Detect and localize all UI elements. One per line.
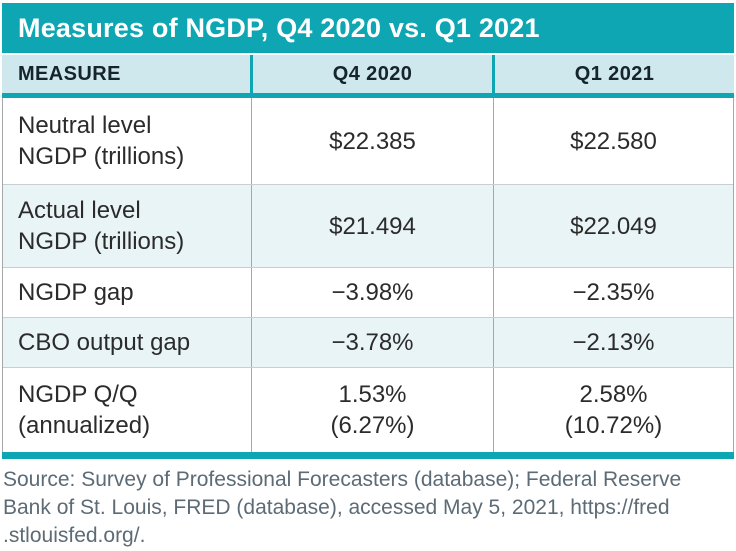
q4-2020-value: $21.494 <box>251 185 493 267</box>
source-note-line-2: Bank of St. Louis, FRED (database), acce… <box>3 496 670 519</box>
q4-2020-value: $22.385 <box>251 98 493 184</box>
q1-2021-value: −2.35% <box>493 268 733 317</box>
q1-2021-value-annualized: (10.72%) <box>564 412 663 439</box>
q1-2021-value: 2.58% (10.72%) <box>493 368 733 452</box>
q4-2020-value: −3.78% <box>251 318 493 367</box>
measure-label: NGDP Q/Q (annualized) <box>18 381 151 439</box>
q4-2020-value: −3.98% <box>251 268 493 317</box>
source-note-line-3: .stlouisfed.org/. <box>3 524 146 547</box>
teal-rule-top <box>2 93 734 98</box>
measure-label: CBO output gap <box>18 329 191 356</box>
table-header-row: MEASURE Q4 2020 Q1 2021 <box>2 55 734 93</box>
ngdp-table-card: Measures of NGDP, Q4 2020 vs. Q1 2021 ME… <box>2 3 734 459</box>
q4-2020-value-annualized: (6.27%) <box>330 412 415 439</box>
column-header-q1-2021: Q1 2021 <box>492 55 734 93</box>
table-title: Measures of NGDP, Q4 2020 vs. Q1 2021 <box>18 12 540 43</box>
q4-2020-value-main: 1.53% <box>338 381 407 408</box>
table-body: Neutral level NGDP (trillions) $22.385 $… <box>2 98 734 452</box>
q1-2021-value: $22.580 <box>493 98 733 184</box>
column-header-q4-2020: Q4 2020 <box>250 55 492 93</box>
table-row-actual-level: Actual level NGDP (trillions) $21.494 $2… <box>3 184 733 267</box>
table-row-ngdp-qq: NGDP Q/Q (annualized) 1.53% (6.27%) 2.58… <box>3 367 733 452</box>
q1-2021-value: −2.13% <box>493 318 733 367</box>
table-row-cbo-output-gap: CBO output gap −3.78% −2.13% <box>3 317 733 367</box>
source-note: Source: Survey of Professional Forecaste… <box>0 459 736 550</box>
measure-label: Actual level NGDP (trillions) <box>18 197 185 255</box>
table-row-neutral-level: Neutral level NGDP (trillions) $22.385 $… <box>3 98 733 184</box>
q4-2020-value: 1.53% (6.27%) <box>251 368 493 452</box>
measure-label: Neutral level NGDP (trillions) <box>18 112 185 170</box>
q1-2021-value-main: 2.58% <box>579 381 648 408</box>
q1-2021-value: $22.049 <box>493 185 733 267</box>
measure-label: NGDP gap <box>18 279 134 306</box>
source-note-line-1: Source: Survey of Professional Forecaste… <box>3 468 682 491</box>
table-row-ngdp-gap: NGDP gap −3.98% −2.35% <box>3 267 733 317</box>
teal-rule-bottom <box>2 452 734 459</box>
column-header-measure: MEASURE <box>18 62 121 85</box>
table-title-bar: Measures of NGDP, Q4 2020 vs. Q1 2021 <box>2 3 734 55</box>
